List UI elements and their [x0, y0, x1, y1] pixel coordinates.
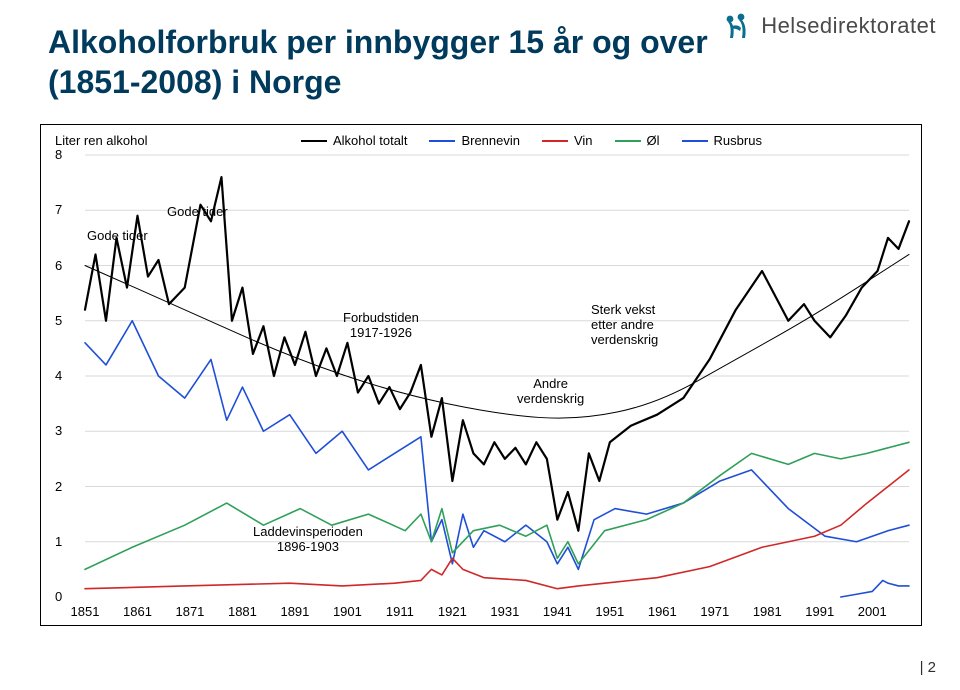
x-tick: 1961 [648, 604, 677, 619]
x-tick: 1861 [123, 604, 152, 619]
helsedir-icon [723, 12, 753, 40]
x-tick: 1971 [700, 604, 729, 619]
annot-andre-verdenskrig: Andre verdenskrig [517, 377, 584, 407]
y-tick: 7 [55, 202, 75, 217]
y-tick: 6 [55, 258, 75, 273]
x-tick: 1931 [490, 604, 519, 619]
chart-svg [41, 125, 921, 625]
x-tick: 1951 [595, 604, 624, 619]
brand-name: Helsedirektoratet [761, 13, 936, 39]
x-tick: 2001 [858, 604, 887, 619]
x-tick: 1871 [175, 604, 204, 619]
chart-container: Liter ren alkohol Alkohol totalt Brennev… [40, 124, 922, 626]
y-tick: 2 [55, 479, 75, 494]
title-line-1: Alkoholforbruk per innbygger 15 år og ov… [48, 24, 708, 60]
page-number: | 2 [920, 659, 936, 676]
x-tick: 1991 [805, 604, 834, 619]
y-tick: 0 [55, 589, 75, 604]
annot-sterk-vekst: Sterk vekst etter andre verdenskrig [591, 303, 658, 348]
x-tick: 1901 [333, 604, 362, 619]
annot-gode-tider-1: Gode tider [87, 229, 148, 244]
x-tick: 1891 [280, 604, 309, 619]
y-tick: 5 [55, 313, 75, 328]
y-tick: 8 [55, 147, 75, 162]
x-tick: 1881 [228, 604, 257, 619]
y-tick: 1 [55, 534, 75, 549]
annot-laddevinsperioden: Laddevinsperioden 1896-1903 [253, 525, 363, 555]
annot-forbudstiden: Forbudstiden 1917-1926 [343, 311, 419, 341]
brand-logo: Helsedirektoratet [723, 12, 936, 40]
x-tick: 1911 [386, 604, 414, 619]
y-tick: 3 [55, 423, 75, 438]
title-line-2: (1851-2008) i Norge [48, 64, 341, 100]
x-tick: 1941 [543, 604, 572, 619]
x-tick: 1851 [71, 604, 100, 619]
page-title: Alkoholforbruk per innbygger 15 år og ov… [48, 22, 708, 102]
annot-gode-tider-2: Gode tider [167, 205, 228, 220]
x-tick: 1921 [438, 604, 467, 619]
y-tick: 4 [55, 368, 75, 383]
x-tick: 1981 [753, 604, 782, 619]
